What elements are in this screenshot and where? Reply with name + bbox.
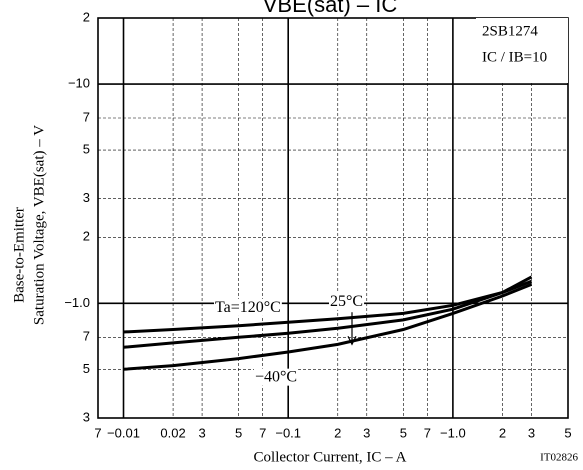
series-line — [123, 275, 533, 349]
figure-code: IT02826 — [540, 452, 578, 464]
series-line — [123, 283, 533, 371]
x-tick-label: 5 — [400, 425, 407, 440]
x-tick-label: 2 — [334, 425, 341, 440]
label-bg — [214, 298, 282, 316]
y-tick-label: −10 — [68, 75, 90, 90]
x-tick-label: 5 — [235, 425, 242, 440]
x-tick-label: 7 — [424, 425, 431, 440]
label-bg — [329, 292, 365, 310]
plot-frame — [97, 17, 569, 419]
x-axis-label: Collector Current, IC – A — [254, 449, 407, 465]
series-label: Ta=120°C — [215, 299, 281, 316]
y-tick-label: 5 — [83, 361, 90, 376]
y-tick-label: −1.0 — [64, 295, 90, 310]
y-tick-label: 5 — [83, 141, 90, 156]
x-tick-label: 2 — [499, 425, 506, 440]
y-axis-label: Saturation Voltage, VBE(sat) – V — [31, 125, 47, 325]
y-tick-label: 7 — [83, 109, 90, 124]
y-tick-label: 2 — [83, 9, 90, 24]
y-axis-label: Base-to-Emitter — [11, 207, 27, 303]
condition: IC / IB=10 — [482, 49, 547, 65]
x-tick-label: 7 — [94, 425, 101, 440]
x-tick-label: 3 — [198, 425, 205, 440]
chart-title: VBE(sat) – IC — [263, 0, 398, 17]
series-label: 25°C — [330, 293, 363, 310]
x-tick-label: 3 — [363, 425, 370, 440]
arrow-head — [347, 335, 357, 346]
label-bg — [254, 368, 299, 386]
y-tick-label: 2 — [83, 229, 90, 244]
info-box — [476, 18, 568, 83]
y-tick-label: 3 — [83, 190, 90, 205]
x-tick-label: 5 — [564, 425, 571, 440]
x-tick-label: −0.01 — [107, 425, 140, 440]
x-tick-label: 7 — [259, 425, 266, 440]
y-tick-label: 3 — [83, 409, 90, 424]
series-label: −40°C — [255, 369, 297, 386]
x-tick-label: −1.0 — [440, 425, 466, 440]
part-number: 2SB1274 — [482, 23, 538, 39]
y-tick-label: 7 — [83, 329, 90, 344]
x-tick-label: 3 — [528, 425, 535, 440]
x-tick-label: 0.02 — [160, 425, 185, 440]
x-tick-label: −0.1 — [275, 425, 301, 440]
